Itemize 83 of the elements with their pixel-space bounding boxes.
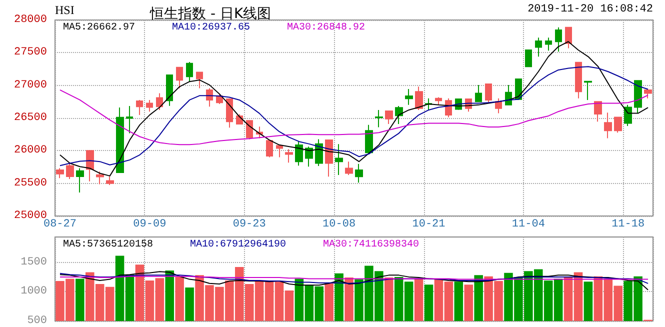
candlestick <box>555 26 562 52</box>
text: MA5:57365120158 <box>63 240 154 250</box>
candlestick <box>106 176 114 186</box>
text: 2019-11-20 16:08:42 <box>528 4 653 16</box>
candlestick <box>565 26 572 49</box>
text: MA10:26937.65 <box>172 22 250 34</box>
candlestick <box>395 105 403 124</box>
candlestick <box>166 74 173 106</box>
y-tick-label: 27000 <box>14 79 47 92</box>
candlestick <box>365 124 373 154</box>
candlestick <box>126 105 133 134</box>
text: MA30:26848.92 <box>287 22 366 34</box>
candlestick <box>505 84 512 106</box>
y-tick-label: 28000 <box>14 14 47 26</box>
line-series <box>59 89 649 146</box>
candlestick <box>405 88 413 106</box>
candlestick <box>285 148 293 164</box>
y-tick-label: 25500 <box>14 177 47 190</box>
candlestick <box>196 71 203 89</box>
y-tick-label: 26500 <box>14 112 47 124</box>
candlestick <box>206 88 213 108</box>
candlestick <box>614 116 622 134</box>
candlestick <box>226 98 233 128</box>
candlestick <box>345 161 353 176</box>
candlestick <box>594 100 602 122</box>
candlestick <box>86 150 94 182</box>
text: MA30:74116398340 <box>323 240 420 250</box>
candlestick <box>295 141 303 166</box>
text: MA5:26662.97 <box>63 22 136 34</box>
candlestick <box>445 98 452 118</box>
line-series <box>59 66 649 166</box>
x-tick-label: 11-04 <box>512 218 546 230</box>
candlestick <box>535 37 542 58</box>
candlestick <box>305 146 313 168</box>
candlestick <box>624 104 632 126</box>
x-tick-label: 09-23 <box>232 218 266 230</box>
y-tick-label: 26000 <box>14 144 47 157</box>
x-tick-label: 10-08 <box>322 218 356 230</box>
candlestick <box>485 83 492 104</box>
candlestick <box>634 80 642 114</box>
candlestick <box>116 107 124 174</box>
y-tick-label: 500 <box>27 315 47 327</box>
text: MA10:67912964190 <box>190 240 286 250</box>
candlestick <box>96 171 104 185</box>
candlestick <box>246 120 253 140</box>
candlestick <box>644 89 652 99</box>
candlestick <box>325 139 333 178</box>
candlestick <box>575 62 582 99</box>
candlestick <box>156 92 163 110</box>
candlestick <box>525 49 532 68</box>
line-series <box>59 271 649 290</box>
x-tick-label: 09-09 <box>133 218 166 230</box>
candlestick <box>66 162 74 180</box>
candlestick <box>355 163 363 184</box>
candlestick <box>604 112 612 139</box>
candlestick <box>186 62 193 82</box>
line-series <box>59 41 649 176</box>
chart-title: 恒生指数 - 日K线图 <box>149 6 272 22</box>
candlestick <box>435 96 442 106</box>
candlestick <box>266 140 273 158</box>
candlestick <box>584 80 592 100</box>
candlestick <box>76 168 84 193</box>
y-tick-label: 27500 <box>14 46 47 59</box>
candlestick <box>176 66 183 89</box>
candlestick <box>385 110 393 124</box>
candlestick <box>475 84 482 102</box>
candlestick <box>136 99 143 116</box>
y-tick-label: 1500 <box>20 256 47 268</box>
candlestick <box>276 144 283 158</box>
x-tick-label: 08-27 <box>43 218 76 230</box>
y-tick-label: 1000 <box>20 286 47 298</box>
candlestick <box>56 168 64 179</box>
candlestick <box>545 37 552 52</box>
x-tick-label: 10-21 <box>412 218 446 230</box>
candlestick <box>236 114 243 126</box>
candlestick <box>495 98 502 114</box>
candlestick <box>146 99 153 112</box>
x-tick-label: 11-18 <box>612 218 645 230</box>
line-series <box>59 272 649 284</box>
candlestick <box>415 86 423 110</box>
candlestick <box>335 144 343 176</box>
candlestick <box>375 109 383 128</box>
text: HSI <box>55 3 74 17</box>
